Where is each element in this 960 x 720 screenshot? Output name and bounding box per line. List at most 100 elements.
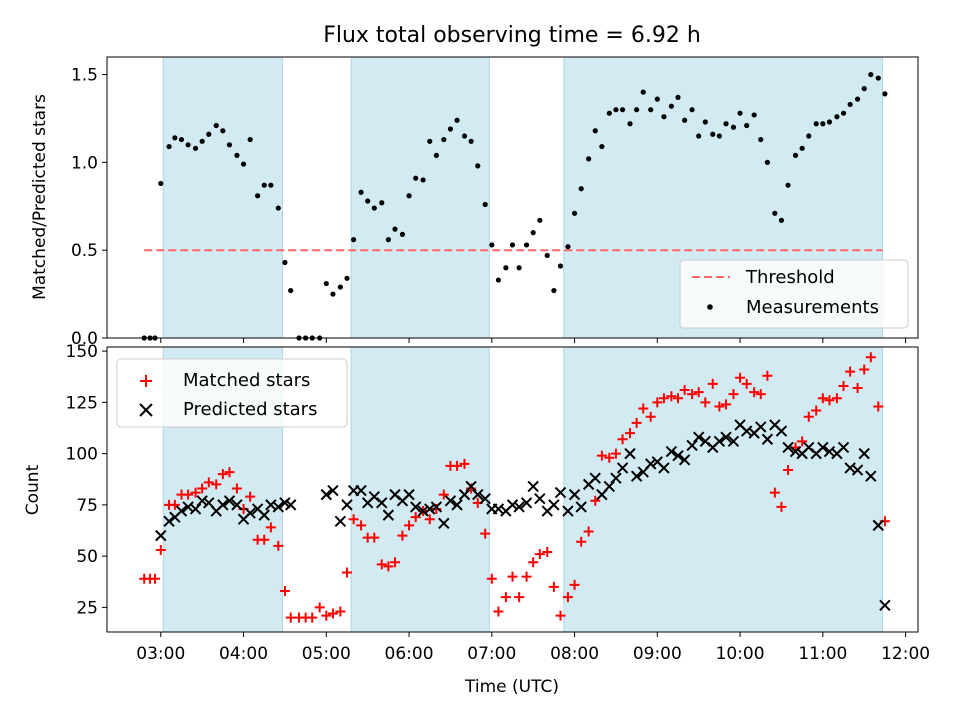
predicted-star-point: [175, 505, 188, 517]
predicted-star-point: [678, 454, 691, 466]
measurement-point: [240, 161, 247, 167]
predicted-star-point: [163, 515, 175, 527]
matched-star-point: [769, 487, 780, 498]
measurement-point: [234, 152, 240, 158]
matched-star-point: [693, 387, 704, 398]
measurement-point: [868, 71, 874, 78]
matched-star-point: [569, 579, 580, 590]
matched-star-point: [783, 465, 794, 476]
predicted-star-point: [865, 470, 877, 482]
measurement-point: [854, 96, 861, 102]
matched-star-point: [197, 483, 208, 494]
count-panel-frame: [106, 346, 919, 633]
measurement-point: [468, 138, 474, 144]
x-tick-label: 10:00: [716, 644, 765, 664]
predicted-star-point: [479, 493, 491, 505]
matched-star-point: [376, 559, 387, 570]
ratio-y-axis: 0.0 0.5 1.0 1.5: [71, 66, 107, 349]
measurement-point: [820, 121, 826, 127]
y-tick-label: 0.0: [71, 329, 98, 349]
measurement-point: [613, 107, 619, 113]
measurement-point: [799, 145, 805, 151]
predicted-star-point: [817, 441, 829, 454]
matched-star-point: [321, 610, 332, 621]
matched-star-point: [610, 448, 621, 459]
measurement-point: [661, 114, 667, 120]
matched-star-point: [625, 428, 636, 439]
measurement-point: [586, 156, 592, 162]
legend-measurements-label: Measurements: [746, 297, 879, 318]
predicted-star-point: [837, 441, 850, 454]
measurement-points: [141, 71, 888, 341]
matched-star-point: [838, 380, 849, 391]
measurement-point: [654, 96, 660, 102]
matched-star-point: [631, 417, 642, 428]
measurement-point: [544, 252, 550, 259]
predicted-star-point: [782, 441, 794, 454]
measurement-point: [413, 175, 419, 181]
matched-star-point: [190, 487, 201, 498]
matched-star-point: [149, 573, 160, 584]
y-tick-label: 75: [76, 496, 98, 516]
predicted-star-point: [341, 499, 353, 511]
predicted-star-point: [858, 447, 870, 460]
matched-star-point: [555, 610, 566, 621]
predicted-star-point: [534, 493, 546, 505]
matched-star-point: [562, 592, 573, 603]
measurement-point: [365, 198, 371, 204]
count-y-label: Count: [23, 464, 43, 515]
x-axis-label: Time (UTC): [464, 677, 559, 697]
measurement-point: [226, 142, 233, 148]
matched-star-point: [279, 585, 290, 596]
predicted-star-point: [231, 499, 243, 511]
matched-star-point: [679, 385, 690, 396]
matched-star-point: [211, 479, 222, 490]
measurement-point: [758, 136, 764, 143]
predicted-star-point: [562, 505, 574, 517]
y-tick-label: 100: [66, 445, 98, 465]
predicted-star-point: [424, 503, 436, 515]
x-tick-label: 09:00: [633, 644, 682, 664]
legend-threshold-label: Threshold: [745, 267, 835, 288]
measurement-point: [268, 182, 274, 188]
matched-star-point: [459, 458, 470, 469]
x-tick-label: 11:00: [798, 644, 847, 664]
measurement-point: [682, 117, 688, 123]
measurement-point: [213, 122, 219, 129]
measurement-point: [578, 186, 584, 192]
x-tick-label: 03:00: [136, 644, 185, 664]
predicted-star-point: [554, 486, 567, 499]
measurement-point: [192, 145, 199, 151]
measurement-point: [255, 193, 261, 199]
measurement-point: [806, 133, 812, 139]
predicted-star-point: [334, 515, 347, 527]
x-tick-label: 04:00: [219, 644, 268, 664]
matched-star-point: [638, 403, 649, 414]
measurement-point: [523, 242, 530, 248]
predicted-star-point: [851, 464, 864, 476]
matched-star-point: [865, 352, 876, 363]
matched-star-point: [383, 561, 394, 572]
measurement-point: [882, 91, 888, 97]
predicted-star-point: [727, 435, 740, 448]
count-x-axis: 03:00 04:00 05:00 06:00 07:00 08:00 09:00 10:00…: [136, 632, 930, 664]
measurement-point: [503, 265, 509, 271]
predicted-star-point: [465, 480, 477, 493]
matched-star-point: [369, 532, 380, 543]
matched-star-point: [389, 557, 400, 568]
measurement-point: [199, 138, 205, 144]
measurement-point: [489, 242, 495, 248]
legend-predicted-label: Predicted stars: [183, 399, 317, 420]
x-tick-label: 06:00: [385, 644, 434, 664]
matched-star-point: [259, 534, 270, 545]
matched-star-point: [859, 364, 870, 375]
predicted-star-point: [444, 495, 457, 507]
matched-star-point: [741, 378, 752, 389]
chart-title: Flux total observing time = 6.92 h: [323, 23, 701, 48]
predicted-star-point: [720, 431, 732, 443]
observing-interval: [350, 56, 490, 339]
matched-star-point: [645, 411, 656, 422]
matched-star-point: [762, 370, 773, 381]
measurement-point: [723, 121, 729, 127]
matched-star-point: [735, 372, 746, 383]
